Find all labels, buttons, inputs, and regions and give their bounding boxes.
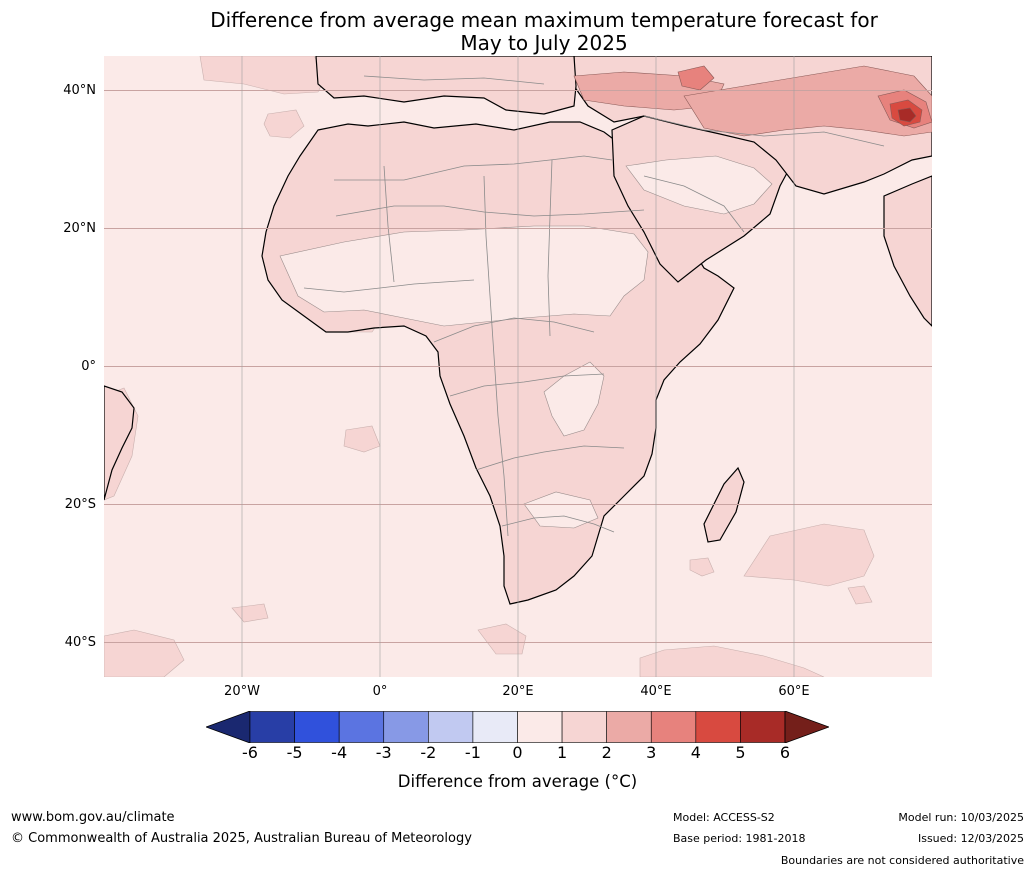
colorbar-tick-12: 6 (779, 743, 791, 762)
land-neutral-regions (279, 155, 773, 529)
lat-label-4: 40°S (64, 634, 96, 650)
colorbar-over-arrow (784, 711, 829, 743)
colorbar-tick-2: -4 (331, 743, 348, 762)
colorbar-title: Difference from average (°C) (0, 772, 1035, 792)
colorbar-tick-10: 4 (690, 743, 701, 762)
border-meridian-3 (547, 159, 553, 337)
colorbar-tick-0: -6 (242, 743, 258, 762)
model-text: Model: ACCESS-S2 (673, 811, 775, 824)
colorbar-segment-7 (561, 711, 607, 743)
lat-label-1: 20°N (63, 220, 96, 236)
graticule (104, 56, 932, 677)
anomaly-patch-south-atlantic-2 (231, 603, 269, 623)
border-middle-east (643, 115, 885, 147)
arabia-neutral-region (625, 155, 773, 215)
border-south-central (475, 445, 625, 471)
colorbar-tick-7: 1 (556, 743, 568, 762)
border-equator (449, 373, 605, 397)
lon-label-2: 20°E (502, 684, 534, 699)
border-north-africa (334, 155, 613, 181)
colorbar-label: Difference from average ( (397, 772, 611, 791)
colorbar-segment-8 (606, 711, 652, 743)
anomaly-patch-southern-ocean (477, 623, 527, 655)
lon-label-3: 40°E (640, 684, 672, 699)
colorbar-tick-9: 3 (646, 743, 657, 762)
lon-label-1: 0° (372, 684, 388, 699)
anomaly-patch-mozambique (689, 557, 715, 577)
colorbar-segment-5 (472, 711, 518, 743)
chart-title: Difference from average mean maximum tem… (0, 9, 1035, 55)
anomaly-patch-azores (263, 109, 305, 139)
colorbar-segment-9 (650, 711, 697, 743)
colorbar-segment-11 (740, 711, 786, 743)
madagascar-outline (703, 466, 745, 543)
east-africa-neutral-region (543, 361, 605, 437)
border-central-africa (433, 317, 595, 343)
anomaly-3-4-caucasus (677, 65, 715, 91)
europe-outline (315, 56, 577, 115)
model-run-text: Model run: 10/03/2025 (898, 811, 1024, 824)
colorbar-tick-1: -5 (286, 743, 303, 762)
anomaly-patch-south-indian (743, 523, 875, 587)
anomaly-patch-southeast-indian (639, 645, 825, 677)
colorbar-segment-1 (294, 711, 340, 743)
border-sahara (335, 205, 645, 217)
anomaly-patch-far-south-atlantic (104, 629, 185, 677)
colorbar-tick-3: -3 (375, 743, 392, 762)
title-line-2: May to July 2025 (460, 31, 628, 55)
border-meridian-2 (483, 175, 509, 537)
anomaly-5-6-himalaya (897, 107, 917, 123)
india-outline (883, 175, 932, 327)
border-arabia (643, 175, 745, 233)
colorbar-under-arrow (206, 711, 251, 743)
disclaimer-text: Boundaries are not considered authoritat… (780, 854, 1024, 867)
warm-anomaly-regions (573, 65, 932, 137)
colorbar-tick-5: -1 (464, 743, 481, 762)
colorbar-segment-0 (249, 711, 295, 743)
anomaly-patch-madagascar-east (847, 585, 873, 605)
border-meridian-1 (383, 165, 395, 283)
website-link[interactable]: www.bom.gov.au/climate (11, 810, 175, 825)
lat-label-0: 40°N (63, 82, 96, 98)
border-southern (501, 515, 615, 533)
copyright-text: © Commonwealth of Australia 2025, Austra… (11, 831, 472, 846)
forecast-map (104, 56, 932, 677)
colorbar-tick-8: 2 (601, 743, 612, 762)
south-america-outline (104, 385, 135, 501)
issued-text: Issued: 12/03/2025 (917, 832, 1024, 845)
colorbar (206, 711, 829, 743)
colorbar-label-close: ) (630, 772, 638, 791)
sahel-neutral-region (279, 225, 649, 327)
colorbar-tick-4: -2 (420, 743, 437, 762)
colorbar-segment-6 (517, 711, 563, 743)
southern-africa-neutral-region (523, 491, 599, 529)
colorbar-unit: °C (610, 772, 631, 791)
border-europe (363, 75, 545, 85)
colorbar-segment-4 (428, 711, 474, 743)
lat-label-2: 0° (81, 358, 96, 374)
country-borders (303, 75, 885, 537)
colorbar-segment-2 (338, 711, 385, 743)
anomaly-patch-south-atlantic (343, 425, 381, 453)
colorbar-tick-11: 5 (735, 743, 746, 762)
base-period-text: Base period: 1981-2018 (673, 832, 806, 845)
lat-label-3: 20°S (64, 496, 96, 512)
lon-label-4: 60°E (778, 684, 810, 699)
colorbar-tick-6: 0 (512, 743, 523, 762)
colorbar-segment-3 (383, 711, 429, 743)
title-line-1: Difference from average mean maximum tem… (210, 8, 878, 32)
colorbar-segment-10 (695, 711, 741, 743)
border-west-africa (303, 279, 475, 293)
lon-label-0: 20°W (224, 684, 260, 699)
